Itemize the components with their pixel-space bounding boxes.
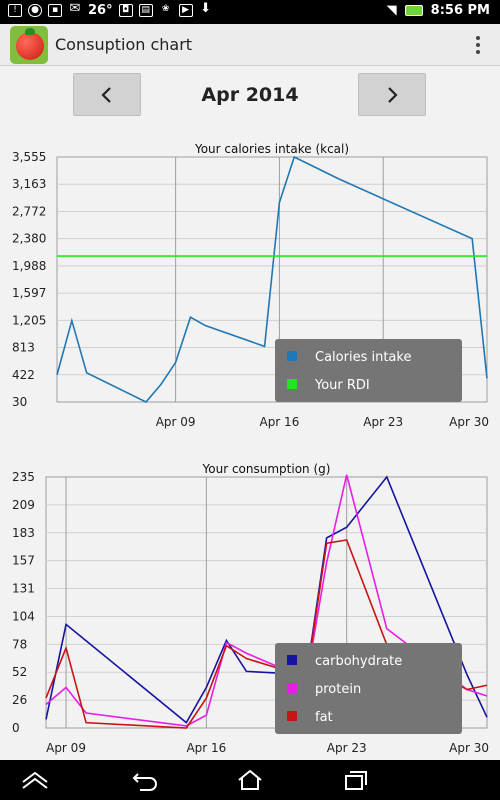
month-label: Apr 2014 <box>201 84 299 106</box>
legend-swatch <box>287 683 297 693</box>
y-tick-label: 1,205 <box>12 313 46 327</box>
status-bar-notifications: ! ● ▪ ✉ 26° ◘ ▤ ❀ ▶ ⬇ <box>8 1 213 18</box>
temperature-text: 26° <box>88 3 113 18</box>
battery-icon <box>404 5 423 16</box>
shopping-icon: ▤ <box>138 4 153 17</box>
legend-label: carbohydrate <box>315 654 402 669</box>
app-bar: Consuption chart <box>0 24 500 66</box>
tomato-shape <box>16 32 44 60</box>
y-tick-label: 0 <box>12 721 20 735</box>
legend-swatch <box>287 655 297 665</box>
mail-icon: ✉ <box>69 1 81 16</box>
y-tick-label: 422 <box>12 368 35 382</box>
legend-label: protein <box>315 682 361 697</box>
recent-apps-icon[interactable] <box>340 768 370 792</box>
plot-frame <box>56 156 488 403</box>
legend-label: fat <box>315 710 333 725</box>
legend-swatch <box>287 711 297 721</box>
back-icon[interactable] <box>130 768 160 792</box>
y-tick-label: 1,988 <box>12 259 46 273</box>
y-tick-label: 1,597 <box>12 286 46 300</box>
legend-swatch <box>287 351 297 361</box>
plot-frame <box>45 476 488 729</box>
app-title: Consuption chart <box>55 35 193 54</box>
y-tick-label: 813 <box>12 341 35 355</box>
series-line <box>56 155 488 403</box>
overflow-menu-icon[interactable] <box>474 36 482 54</box>
legend-box <box>275 339 462 402</box>
y-tick-label: 26 <box>12 693 27 707</box>
series-line <box>45 474 488 727</box>
legend-label: Calories intake <box>315 350 411 365</box>
chart-title: Your consumption (g) <box>202 462 331 476</box>
system-nav-bar <box>0 760 500 800</box>
status-time: 8:56 PM <box>430 3 490 18</box>
x-tick-label: Apr 30 <box>449 415 489 429</box>
chevron-left-icon <box>101 86 111 103</box>
tomato-app-icon <box>10 26 48 64</box>
x-tick-label: Apr 09 <box>46 741 86 755</box>
y-tick-label: 3,163 <box>12 177 46 191</box>
consumption-chart: Your consumption (g) 235 209 183 157 131 104 78… <box>12 462 489 755</box>
y-tick-label: 209 <box>12 498 35 512</box>
download-icon: ⬇ <box>200 1 212 16</box>
y-tick-label: 52 <box>12 665 27 679</box>
photo-icon: ◘ <box>118 4 133 17</box>
legend-label: Your RDI <box>314 378 370 393</box>
play-icon: ▶ <box>178 4 193 17</box>
y-tick-label: 3,555 <box>12 150 46 164</box>
notification-icon: ! <box>8 4 22 17</box>
chart-title: Your calories intake (kcal) <box>194 142 349 156</box>
y-tick-label: 235 <box>12 470 35 484</box>
leaf-shape <box>25 28 35 35</box>
file-icon: ▪ <box>48 4 62 17</box>
y-tick-label: 131 <box>12 582 35 596</box>
home-chevron-icon[interactable] <box>20 768 50 792</box>
y-tick-label: 157 <box>12 554 35 568</box>
legend-box <box>275 643 462 734</box>
x-tick-label: Apr 23 <box>327 741 367 755</box>
x-tick-label: Apr 16 <box>186 741 226 755</box>
status-bar-system: ◥ 8:56 PM <box>387 3 490 18</box>
chevron-right-icon <box>388 86 398 103</box>
next-month-button[interactable] <box>358 73 426 116</box>
y-tick-label: 2,380 <box>12 232 46 246</box>
y-tick-label: 183 <box>12 526 35 540</box>
y-tick-label: 30 <box>12 395 27 409</box>
calories-chart: Your calories intake (kcal) 3,555 3,163 2,7… <box>12 142 489 429</box>
y-tick-label: 104 <box>12 609 35 623</box>
previous-month-button[interactable] <box>73 73 141 116</box>
y-tick-label: 2,772 <box>12 204 46 218</box>
home-icon[interactable] <box>235 768 265 792</box>
y-tick-label: 78 <box>12 637 27 651</box>
weather-icon: ❀ <box>161 4 170 14</box>
legend-swatch <box>287 379 297 389</box>
wifi-icon: ◥ <box>386 3 397 18</box>
x-tick-label: Apr 16 <box>259 415 299 429</box>
media-icon: ● <box>28 4 42 17</box>
x-tick-label: Apr 30 <box>449 741 489 755</box>
x-tick-label: Apr 23 <box>363 415 403 429</box>
status-bar: ! ● ▪ ✉ 26° ◘ ▤ ❀ ▶ ⬇ ◥ 8:56 PM <box>0 0 500 24</box>
x-tick-label: Apr 09 <box>156 415 196 429</box>
